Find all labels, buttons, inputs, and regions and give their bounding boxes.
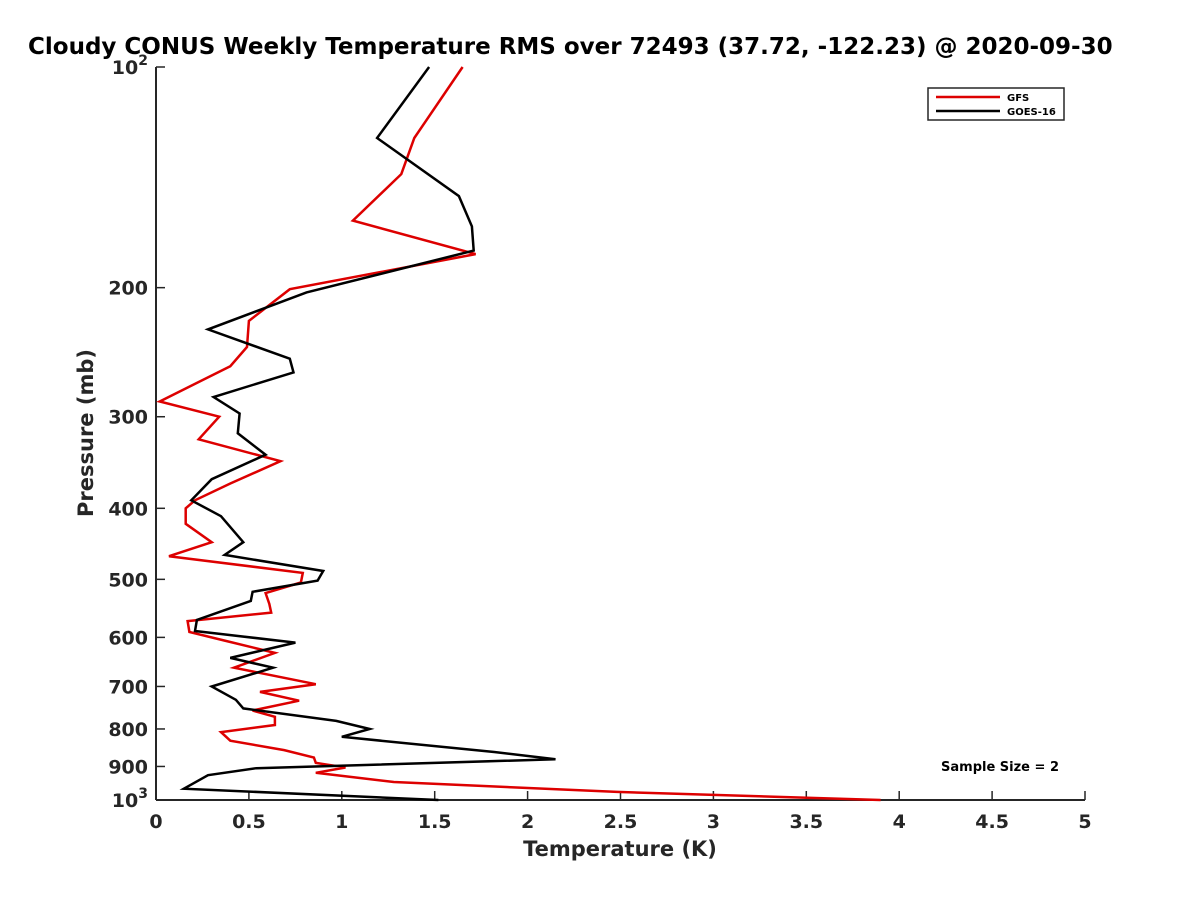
legend-label: GOES-16 <box>1007 107 1056 118</box>
x-tick-label: 2.5 <box>604 811 638 833</box>
chart-title: Cloudy CONUS Weekly Temperature RMS over… <box>28 34 1113 60</box>
series-line-goes-16 <box>179 66 556 802</box>
legend-label: GFS <box>1007 93 1029 104</box>
x-tick-label: 4.5 <box>975 811 1009 833</box>
x-tick-label: 1 <box>335 811 348 833</box>
y-tick-label: 700 <box>108 676 148 698</box>
y-tick-label: 400 <box>108 498 148 520</box>
x-axis-label: Temperature (K) <box>523 837 717 861</box>
y-tick-label: 600 <box>108 627 148 649</box>
y-tick-label: 300 <box>108 407 148 429</box>
y-ticks: 102 200 300 400 500 600 700 800 900 103 <box>108 53 165 812</box>
x-tick-label: 4 <box>893 811 906 833</box>
series-lines <box>156 66 881 802</box>
x-tick-label: 3.5 <box>789 811 823 833</box>
x-tick-label: 3 <box>707 811 720 833</box>
y-tick-label: 200 <box>108 278 148 300</box>
series-line-gfs <box>156 66 881 802</box>
y-tick-label: 102 <box>112 53 148 79</box>
plot-area: 0 0.5 1 1.5 2 2.5 3 3.5 4 4.5 5 102 200 300 400 500 600… <box>108 53 1091 833</box>
legend-box <box>927 87 1065 121</box>
y-tick-label: 800 <box>108 719 148 741</box>
y-tick-label: 900 <box>108 756 148 778</box>
y-axis-label: Pressure (mb) <box>74 349 98 517</box>
x-ticks: 0 0.5 1 1.5 2 2.5 3 3.5 4 4.5 5 <box>149 791 1092 833</box>
legend: GFS GOES-16 <box>927 87 1065 121</box>
x-tick-label: 1.5 <box>418 811 452 833</box>
y-tick-label: 103 <box>112 786 148 812</box>
x-tick-label: 0.5 <box>232 811 266 833</box>
x-tick-label: 0 <box>149 811 162 833</box>
sample-size-annotation: Sample Size = 2 <box>941 760 1059 775</box>
x-tick-label: 5 <box>1078 811 1091 833</box>
y-tick-label: 500 <box>108 569 148 591</box>
x-tick-label: 2 <box>521 811 534 833</box>
